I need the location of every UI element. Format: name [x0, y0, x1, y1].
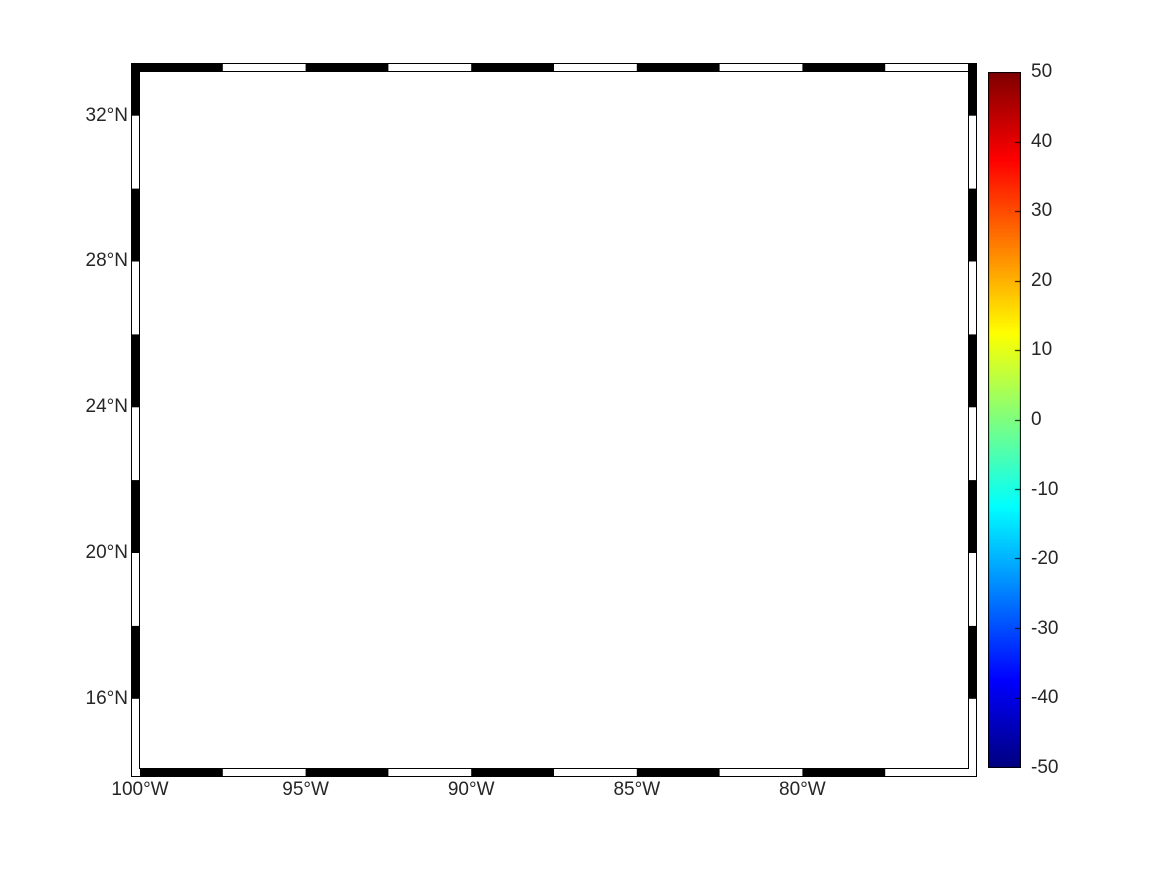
colorbar-tick-label: -50: [1031, 757, 1059, 778]
colorbar-tick-label: -20: [1031, 548, 1059, 570]
axes-zebra-frame: [131, 63, 977, 777]
colorbar-tick-label: -10: [1031, 478, 1059, 500]
x-tick-label: 100°W: [111, 779, 169, 800]
y-tick-label: 16°N: [85, 687, 128, 709]
colorbar-tick-label: -30: [1031, 617, 1059, 639]
y-tick-label: 32°N: [85, 104, 128, 126]
y-tick-label: 28°N: [85, 250, 128, 272]
y-tick-label: 20°N: [85, 542, 128, 563]
colorbar-tick-label: 10: [1031, 339, 1053, 361]
x-tick-label: 90°W: [447, 779, 495, 800]
colorbar-tick-label: 20: [1031, 269, 1053, 291]
x-tick-label: 80°W: [779, 779, 826, 800]
colorbar-tick-label: 0: [1031, 409, 1042, 430]
x-tick-label: 85°W: [613, 779, 661, 800]
colorbar-tick-label: 40: [1031, 130, 1053, 152]
y-tick-label: 24°N: [85, 396, 128, 418]
colorbar-tick-label: -40: [1031, 687, 1059, 709]
x-tick-label: 95°W: [282, 779, 329, 800]
colorbar: [988, 72, 1021, 768]
colorbar-tick-label: 30: [1031, 200, 1053, 222]
colorbar-tick-label: 50: [1031, 61, 1053, 82]
